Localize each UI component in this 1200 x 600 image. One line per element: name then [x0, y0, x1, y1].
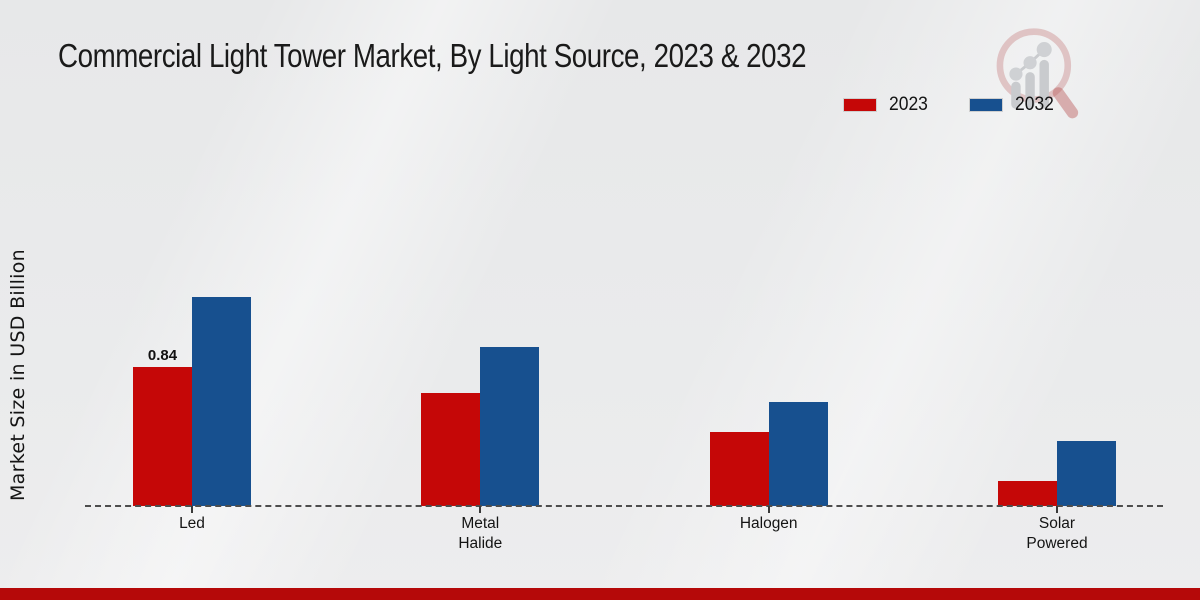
x-axis-dashed-baseline — [85, 505, 1163, 507]
x-axis-tick — [191, 506, 193, 513]
bar-2032-led — [192, 297, 251, 506]
bar-2023-solar-powered — [998, 481, 1057, 506]
category-label-metal-halide: Metal Halide — [458, 515, 503, 552]
category-label-led: Led — [179, 515, 205, 532]
bar-2032-solar-powered — [1057, 441, 1116, 506]
legend-label-2023: 2023 — [889, 94, 928, 115]
chart-title: Commercial Light Tower Market, By Light … — [58, 37, 949, 75]
legend-item-2032: 2032 — [969, 94, 1057, 116]
magnifier-growth-logo-icon — [996, 28, 1079, 119]
bar-2023-metal-halide — [421, 393, 481, 506]
legend-label-2032: 2032 — [1015, 94, 1055, 115]
bar-2032-metal-halide — [480, 347, 540, 506]
bar-value-label: 0.84 — [147, 347, 178, 364]
chart-title-text: Commercial Light Tower Market, By Light … — [58, 37, 807, 74]
x-axis-tick — [479, 506, 482, 513]
x-axis-tick — [767, 506, 770, 513]
category-label-halogen: Halogen — [739, 515, 798, 532]
x-axis-tick — [1056, 506, 1058, 513]
legend-swatch-2032 — [969, 98, 1004, 112]
legend-swatch-2023 — [843, 98, 877, 112]
legend-item-2023: 2023 — [843, 94, 931, 116]
bar-2023-led — [133, 367, 192, 506]
bar-2032-halogen — [768, 402, 828, 506]
legend: 2023 2032 — [843, 94, 1058, 116]
bottom-accent-band — [0, 588, 1200, 600]
bar-2023-halogen — [709, 432, 769, 506]
category-label-solar-powered: Solar Powered — [1026, 515, 1088, 552]
